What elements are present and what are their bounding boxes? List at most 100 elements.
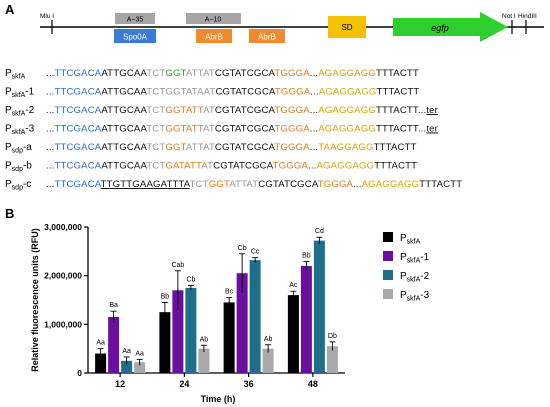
promoter-name-sub: sdp bbox=[12, 166, 23, 173]
sequence-segment: ATTGCAA bbox=[101, 68, 147, 79]
sequence-segment: TTCGACA bbox=[54, 142, 101, 153]
sequence-segment: TTTACTT bbox=[419, 179, 462, 190]
y-tick-label: 0 bbox=[77, 368, 82, 378]
sequence-segment: TTTACTT bbox=[376, 87, 419, 98]
a35-label: A−35 bbox=[127, 17, 144, 24]
sequence-segment: TTCGACA bbox=[54, 87, 101, 98]
bar bbox=[185, 287, 197, 373]
sequence-segment: TGGGA bbox=[274, 68, 310, 79]
sequence-row: Psdp-c ...TTCGACATTGTTGAAGATTTATCTGGTATTA… bbox=[5, 179, 462, 192]
sequence-segment: ... bbox=[46, 179, 54, 190]
x-tick-label: 48 bbox=[308, 379, 318, 389]
sequence-segment: ... bbox=[46, 161, 54, 172]
sequence-segment: TCT bbox=[190, 179, 209, 190]
sequence-text: ...TTCGACAATTGCAATCTGATATTATCGTATCGCATGG… bbox=[46, 161, 417, 172]
sequence-segment: TTCGACA bbox=[54, 124, 101, 135]
sequence-text: ...TTCGACAATTGCAATCTGGTATAATCGTATCGCATGG… bbox=[46, 87, 419, 98]
sequence-segment: CGTATCGCA bbox=[215, 68, 276, 79]
sequence-segment: ter bbox=[426, 124, 438, 135]
sequence-segment: TTTACTT bbox=[374, 142, 417, 153]
sequence-row: Psdp-b ...TTCGACAATTGCAATCTGATATTATCGTATC… bbox=[5, 161, 417, 174]
significance-label: Aa bbox=[96, 340, 105, 347]
abrb-box-1 bbox=[196, 29, 232, 43]
bar bbox=[313, 240, 325, 373]
egfp-label: egfp bbox=[431, 23, 449, 33]
sequence-text: ...TTCGACAATTGCAATCTGGTATTATCGTATCGCATGG… bbox=[46, 142, 417, 153]
sequence-segment: CGTATCGCA bbox=[215, 105, 276, 116]
spo0a-box bbox=[114, 29, 156, 43]
y-axis-title: Relative fluorescence units (RFU) bbox=[30, 228, 40, 372]
a10-box bbox=[186, 13, 241, 24]
legend-swatch bbox=[383, 251, 393, 261]
spo0a-label: Spo0A bbox=[123, 33, 148, 42]
promoter-name-main: P bbox=[5, 68, 12, 79]
abrb-label-1: AbrB bbox=[205, 33, 223, 42]
significance-label: Bb bbox=[302, 253, 311, 260]
mlu-site-label: Mlu I bbox=[40, 13, 54, 20]
egfp-arrow bbox=[393, 12, 508, 42]
sequence-segment: TTCGACA bbox=[54, 161, 101, 172]
legend-label: PskfA bbox=[400, 233, 421, 246]
hind-site-label: HindIII bbox=[518, 13, 537, 20]
significance-label: Cd bbox=[315, 228, 324, 235]
promoter-name-sub: skfA bbox=[12, 111, 26, 118]
significance-label: Cb bbox=[186, 276, 195, 283]
bar bbox=[236, 273, 248, 373]
promoter-name-suffix: -2 bbox=[25, 105, 34, 116]
sequence-segment: TGGGA bbox=[275, 87, 311, 98]
bar bbox=[262, 348, 274, 373]
promoter-name-sub: skfA bbox=[12, 129, 26, 136]
sequence-segment: GGT bbox=[165, 68, 186, 79]
promoter-name: Psdp-b bbox=[5, 161, 32, 174]
bar bbox=[249, 260, 261, 373]
sequence-segment: ATTGCAA bbox=[101, 124, 147, 135]
sequence-segment: TTCGACA bbox=[54, 105, 101, 116]
promoter-name: PskfA bbox=[5, 68, 26, 81]
sequence-segment: TGGGA bbox=[274, 105, 310, 116]
sequence-text: ...TTCGACAATTGCAATCTGGTATTATCGTATCGCATGG… bbox=[46, 105, 439, 116]
sequence-segment: TCT bbox=[146, 124, 165, 135]
y-tick-label: 2,000,000 bbox=[44, 271, 82, 281]
bar bbox=[287, 295, 299, 373]
sequence-segment: ... bbox=[308, 161, 316, 172]
bar bbox=[121, 360, 133, 373]
a35-box bbox=[115, 13, 155, 24]
sequence-segment: TTTACTT bbox=[376, 124, 419, 135]
sequence-segment: TGGGA bbox=[273, 161, 309, 172]
sequence-segment: ATTAT bbox=[229, 179, 258, 190]
significance-label: Ab bbox=[264, 336, 273, 343]
sequence-segment: AT bbox=[201, 161, 213, 172]
bar-chart: Relative fluorescence units (RFU) Time (… bbox=[30, 222, 345, 404]
promoter-name-main: P bbox=[5, 142, 12, 153]
sequence-segment: TTGTTGAAGATTTA bbox=[101, 179, 191, 190]
bar bbox=[108, 317, 120, 373]
bar bbox=[198, 348, 210, 373]
y-tick-label: 3,000,000 bbox=[44, 222, 82, 232]
promoter-name-main: P bbox=[5, 105, 12, 116]
sequence-segment: ... bbox=[310, 124, 318, 135]
sequence-segment: TCTGGTATAAT bbox=[146, 87, 215, 98]
sequence-segment: TCT bbox=[146, 68, 165, 79]
sequence-segment: ... bbox=[46, 124, 54, 135]
sequence-segment: TTCGACA bbox=[54, 68, 101, 79]
sequence-segment: TTTACTT bbox=[376, 68, 419, 79]
sequence-segment: ... bbox=[310, 87, 318, 98]
promoter-name: PskfA-2 bbox=[5, 105, 35, 118]
sequence-segment: AT bbox=[203, 124, 215, 135]
legend-swatch bbox=[383, 289, 393, 299]
sequence-alignment: PskfA ...TTCGACAATTGCAATCTGGTATTATCGTATCG… bbox=[5, 68, 462, 192]
sequence-segment: TGGGA bbox=[274, 142, 310, 153]
legend-label: PskfA-1 bbox=[400, 252, 430, 265]
x-tick-label: 24 bbox=[179, 379, 189, 389]
x-tick-label: 12 bbox=[115, 379, 125, 389]
sequence-segment: TTTACTT bbox=[376, 105, 419, 116]
legend-item: PskfA-2 bbox=[383, 270, 430, 284]
sequence-segment: AGAGGAGG bbox=[319, 87, 377, 98]
significance-label: Ac bbox=[289, 282, 298, 289]
promoter-name-sub: skfA bbox=[12, 92, 26, 99]
promoter-name-suffix: -a bbox=[23, 142, 32, 153]
sequence-segment: ... bbox=[418, 124, 426, 135]
promoter-name-main: P bbox=[5, 87, 12, 98]
sequence-segment: ATTGCAA bbox=[101, 161, 147, 172]
sequence-segment: CGTATCGCA bbox=[215, 142, 276, 153]
